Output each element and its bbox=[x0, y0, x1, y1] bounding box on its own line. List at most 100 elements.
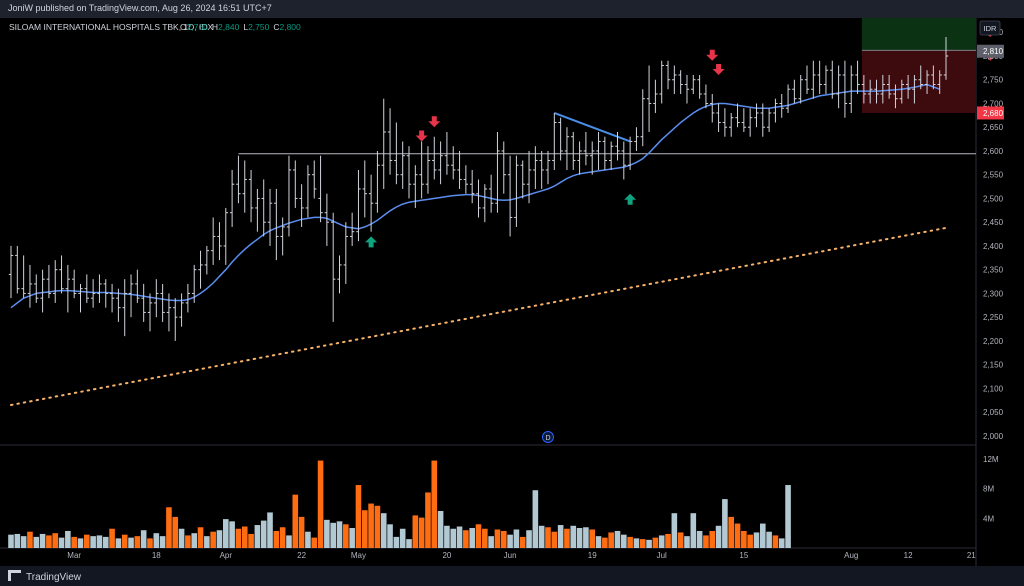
volume-bar bbox=[241, 526, 248, 548]
volume-bar bbox=[128, 537, 134, 548]
tradingview-brand[interactable]: TradingView bbox=[8, 570, 81, 583]
price-bar bbox=[533, 146, 538, 189]
price-bar bbox=[526, 150, 532, 204]
price-bar bbox=[387, 108, 393, 175]
price-bar bbox=[608, 141, 614, 170]
time-tick-label: 12 bbox=[904, 551, 913, 560]
volume-bar bbox=[222, 519, 229, 548]
price-bar bbox=[842, 60, 848, 118]
price-bar bbox=[577, 141, 582, 175]
dividend-marker-icon[interactable] bbox=[541, 431, 554, 443]
sell-arrow-icon bbox=[415, 130, 428, 142]
volume-bar bbox=[785, 485, 791, 548]
price-bar bbox=[160, 283, 165, 322]
volume-bar bbox=[437, 510, 444, 548]
volume-bar bbox=[393, 536, 400, 548]
price-chart[interactable]: D 2,000 2,050 2,100 2,150 2,200 2,250 2,300 2,3… bbox=[0, 18, 1024, 566]
price-bar bbox=[71, 269, 77, 299]
volume-bar bbox=[254, 525, 261, 548]
footer: TradingView bbox=[0, 566, 1024, 586]
price-bar bbox=[476, 179, 481, 218]
price-tick-label: 2,200 bbox=[983, 337, 1004, 346]
price-bar bbox=[691, 74, 696, 94]
price-bar bbox=[893, 84, 898, 109]
price-bar bbox=[672, 65, 677, 94]
price-tick-label: 2,650 bbox=[983, 123, 1004, 132]
price-bar bbox=[640, 89, 645, 147]
price-tick-label: 2,000 bbox=[983, 432, 1004, 441]
volume-bar bbox=[482, 528, 488, 548]
publish-info: JoniW published on TradingView.com, Aug … bbox=[8, 3, 272, 13]
price-bar bbox=[880, 74, 886, 104]
price-bar bbox=[861, 74, 867, 104]
volume-bar bbox=[639, 539, 646, 548]
volume-bar bbox=[374, 505, 381, 548]
price-bar bbox=[381, 98, 386, 189]
volume-bar bbox=[709, 530, 716, 548]
volume-bar bbox=[425, 492, 431, 548]
price-bar bbox=[419, 141, 424, 199]
ohlc-l: 2,750 bbox=[248, 22, 270, 32]
volume-bar bbox=[526, 530, 532, 548]
volume-bar bbox=[216, 530, 223, 548]
tradingview-logo-icon bbox=[8, 570, 21, 581]
volume-bar bbox=[475, 524, 482, 548]
price-bar bbox=[438, 141, 443, 185]
price-bar bbox=[830, 60, 835, 99]
volume-bar bbox=[46, 535, 52, 548]
currency-button[interactable] bbox=[979, 20, 1001, 36]
price-bar bbox=[905, 74, 911, 99]
price-tick-label: 2,400 bbox=[983, 242, 1004, 251]
volume-bar bbox=[431, 460, 438, 548]
price-bar bbox=[261, 179, 266, 237]
volume-bar bbox=[27, 531, 33, 548]
price-bar bbox=[198, 250, 203, 289]
volume-bar bbox=[178, 528, 185, 548]
price-bar bbox=[305, 165, 311, 218]
ohlc-l-label: L bbox=[243, 22, 248, 32]
price-bar bbox=[324, 193, 330, 246]
price-bar bbox=[90, 279, 96, 308]
price-bar bbox=[741, 108, 747, 132]
price-bar bbox=[836, 65, 841, 109]
price-bar bbox=[823, 65, 829, 94]
price-bar bbox=[867, 79, 873, 104]
price-bar bbox=[236, 155, 241, 204]
price-bar bbox=[223, 207, 228, 265]
price-tick-label: 2,350 bbox=[983, 266, 1004, 275]
price-bar bbox=[804, 65, 810, 94]
price-bar bbox=[293, 160, 298, 208]
price-bar bbox=[899, 79, 904, 104]
volume-bar bbox=[759, 523, 766, 548]
volume-bar bbox=[185, 535, 191, 548]
price-bar bbox=[792, 79, 797, 104]
volume-bar bbox=[703, 535, 709, 548]
target-zone bbox=[861, 18, 976, 51]
volume-bar bbox=[652, 537, 659, 548]
volume-bar bbox=[778, 538, 785, 548]
volume-bar bbox=[121, 534, 128, 548]
volume-bar bbox=[267, 512, 273, 548]
price-bar bbox=[931, 65, 936, 90]
volume-bar bbox=[77, 538, 84, 548]
volume-bar bbox=[65, 530, 71, 548]
trendline[interactable] bbox=[553, 112, 631, 143]
price-bar bbox=[659, 60, 664, 104]
time-tick-label: Aug bbox=[844, 551, 858, 560]
publish-header: JoniW published on TradingView.com, Aug … bbox=[0, 0, 1024, 18]
price-bar bbox=[330, 212, 336, 322]
volume-bar bbox=[71, 536, 77, 548]
volume-bar bbox=[260, 520, 267, 548]
price-bar bbox=[242, 160, 247, 213]
price-bar bbox=[204, 245, 210, 275]
volume-bar bbox=[279, 527, 286, 548]
volume-bar bbox=[324, 519, 330, 548]
volume-bar bbox=[608, 532, 614, 548]
price-bar bbox=[855, 60, 860, 94]
price-tick-label: 2,100 bbox=[983, 384, 1004, 393]
price-bar bbox=[520, 160, 525, 199]
price-bar bbox=[760, 103, 765, 137]
chart-area[interactable]: D 2,000 2,050 2,100 2,150 2,200 2,250 2,300 2,3… bbox=[0, 18, 1024, 566]
price-bar bbox=[482, 184, 488, 223]
volume-bar bbox=[153, 533, 160, 548]
